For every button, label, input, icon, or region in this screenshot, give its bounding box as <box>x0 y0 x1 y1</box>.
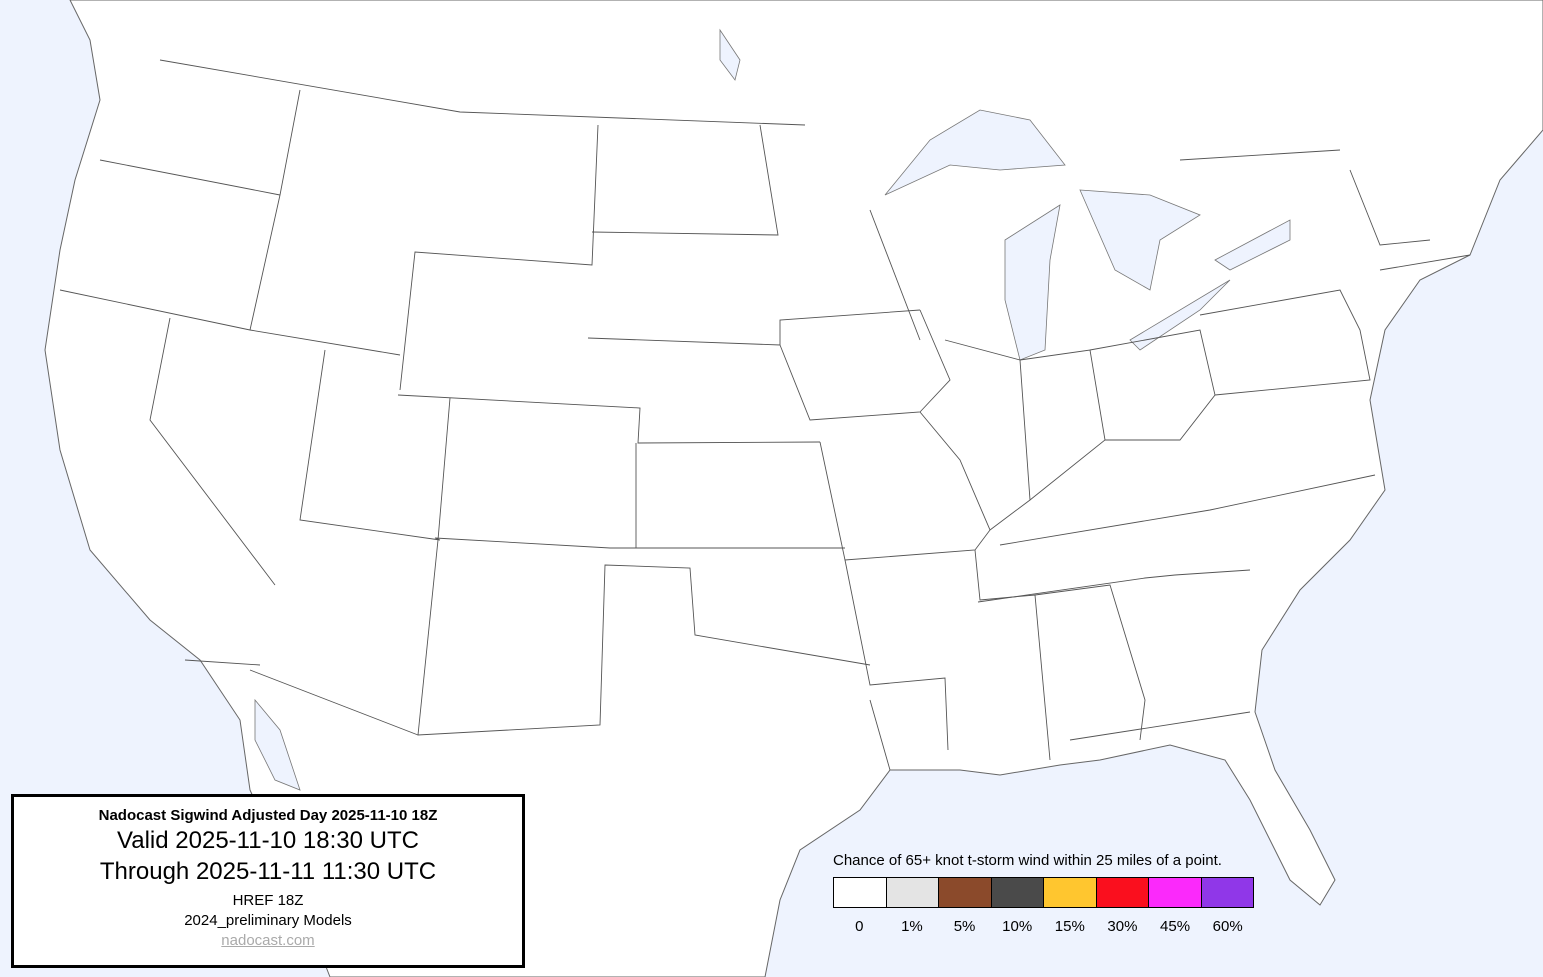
state-borders <box>59 59 1471 771</box>
legend-label: 0 <box>855 918 864 935</box>
models-version: 2024_preliminary Models <box>184 912 352 929</box>
legend-label: 45% <box>1160 918 1191 935</box>
legend-label: 60% <box>1212 918 1243 935</box>
legend-swatch <box>886 878 939 907</box>
nadocast-link[interactable]: nadocast.com <box>221 932 315 949</box>
legend-label: 10% <box>1002 918 1033 935</box>
land <box>44 0 1543 977</box>
product-title: Nadocast Sigwind Adjusted Day 2025-11-10… <box>98 807 438 824</box>
legend-swatch <box>939 878 992 907</box>
legend-label: 5% <box>953 918 976 935</box>
legend-swatch <box>1201 878 1253 907</box>
legend-labels: 0 1% 5% 10% 15% 30% 45% 60% <box>833 918 1254 935</box>
legend-swatch <box>1096 878 1149 907</box>
valid-time: Valid 2025-11-10 18:30 UTC <box>117 827 419 854</box>
legend-swatch <box>1044 878 1097 907</box>
model-run: HREF 18Z <box>232 892 304 909</box>
legend-swatch <box>834 878 887 907</box>
legend-swatch <box>1149 878 1202 907</box>
legend-label: 15% <box>1054 918 1085 935</box>
legend: Chance of 65+ knot t-storm wind within 2… <box>833 852 1254 935</box>
great-lakes <box>254 28 1291 791</box>
legend-title: Chance of 65+ knot t-storm wind within 2… <box>833 852 1222 869</box>
legend-swatch <box>991 878 1044 907</box>
legend-label: 30% <box>1107 918 1138 935</box>
legend-swatches <box>833 877 1254 908</box>
through-time: Through 2025-11-11 11:30 UTC <box>99 858 437 885</box>
info-box: Nadocast Sigwind Adjusted Day 2025-11-10… <box>11 794 525 968</box>
legend-label: 1% <box>901 918 923 935</box>
